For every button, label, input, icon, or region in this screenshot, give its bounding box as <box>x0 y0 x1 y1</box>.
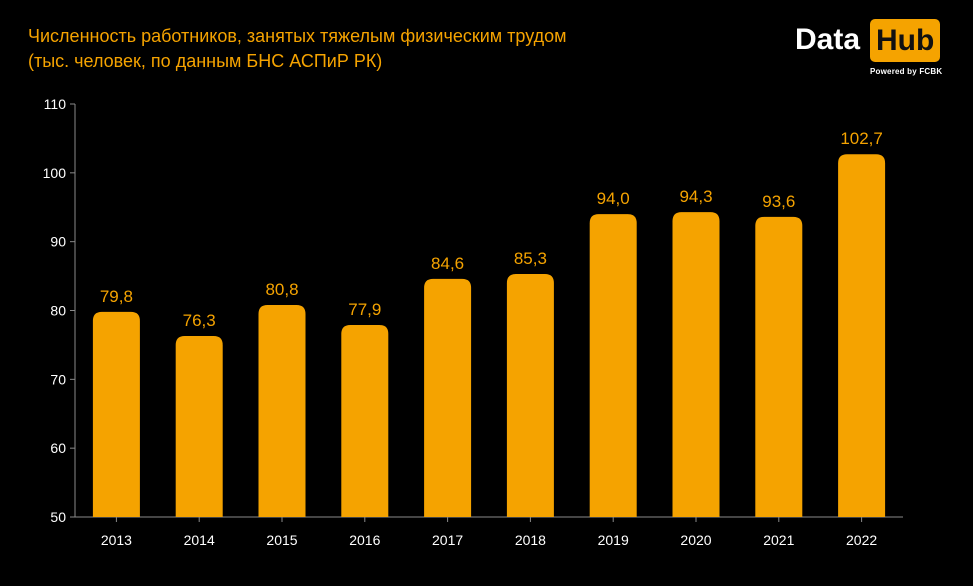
bar-2017 <box>424 278 472 517</box>
x-tick-label-2015: 2015 <box>266 532 297 548</box>
x-tick-label-2019: 2019 <box>598 532 629 548</box>
data-labels: 79,8 76,3 80,8 77,9 84,6 85,3 94,0 94,3 93,6 102,… <box>100 129 883 330</box>
x-tick-label-2014: 2014 <box>184 532 215 548</box>
x-tick-label-2021: 2021 <box>763 532 794 548</box>
y-tick-label: 70 <box>50 371 66 387</box>
bar-2015 <box>258 304 306 517</box>
x-tick-label-2016: 2016 <box>349 532 380 548</box>
data-label-2015: 80,8 <box>265 280 298 299</box>
y-tick-label: 60 <box>50 440 66 456</box>
bar-2014 <box>175 335 223 517</box>
x-tick-label-2013: 2013 <box>101 532 132 548</box>
x-tick-label-2017: 2017 <box>432 532 463 548</box>
data-label-2017: 84,6 <box>431 254 464 273</box>
x-axis: 2013 2014 2015 2016 2017 2018 2019 2020 2021 2022 <box>75 516 903 548</box>
x-tick-label-2018: 2018 <box>515 532 546 548</box>
data-label-2014: 76,3 <box>183 311 216 330</box>
bar-2018 <box>506 274 554 517</box>
y-tick-label: 90 <box>50 234 66 250</box>
data-label-2022: 102,7 <box>840 129 883 148</box>
logo-hub-text: Hub <box>870 19 941 62</box>
chart-title-line-1: Численность работников, занятых тяжелым … <box>28 26 567 46</box>
y-tick-label: 100 <box>43 165 67 181</box>
bar-2022 <box>838 154 886 517</box>
bar-2016 <box>341 324 389 517</box>
y-tick-label: 110 <box>44 96 67 112</box>
data-label-2013: 79,8 <box>100 287 133 306</box>
data-label-2018: 85,3 <box>514 249 547 268</box>
x-tick-label-2020: 2020 <box>680 532 711 548</box>
y-tick-label: 80 <box>50 303 66 319</box>
data-label-2019: 94,0 <box>597 189 630 208</box>
bars <box>92 154 886 518</box>
bar-2020 <box>672 212 720 517</box>
bar-2013 <box>92 311 140 517</box>
chart-title-line-2: (тыс. человек, по данным БНС АСПиР РК) <box>28 51 383 71</box>
y-axis: 50 60 70 80 90 100 110 <box>43 96 76 525</box>
datahub-logo: Data Hub Powered by FCBK <box>795 19 945 79</box>
data-label-2021: 93,6 <box>762 192 795 211</box>
bar-2019 <box>589 214 637 517</box>
logo-powered-by: Powered by FCBK <box>870 67 943 76</box>
bar-2021 <box>755 216 803 518</box>
x-tick-label-2022: 2022 <box>846 532 877 548</box>
chart-title: Численность работников, занятых тяжелым … <box>28 24 567 74</box>
data-label-2016: 77,9 <box>348 300 381 319</box>
y-tick-label: 50 <box>50 509 66 525</box>
logo-data-text: Data <box>795 23 861 56</box>
data-label-2020: 94,3 <box>679 187 712 206</box>
